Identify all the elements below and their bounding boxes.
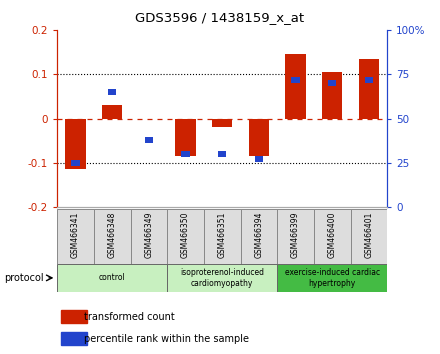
- Bar: [212, 119, 232, 127]
- Bar: [131, 209, 167, 264]
- Bar: [57, 209, 94, 264]
- Bar: [108, 89, 117, 95]
- Text: GDS3596 / 1438159_x_at: GDS3596 / 1438159_x_at: [136, 11, 304, 24]
- Bar: [351, 209, 387, 264]
- Bar: [181, 151, 190, 157]
- Bar: [291, 77, 300, 82]
- Bar: [314, 209, 351, 264]
- Text: GSM466341: GSM466341: [71, 212, 80, 258]
- Bar: [176, 119, 196, 156]
- Bar: [66, 119, 86, 170]
- Bar: [286, 55, 306, 119]
- Text: GSM466348: GSM466348: [108, 212, 117, 258]
- Bar: [102, 105, 122, 119]
- Bar: [167, 209, 204, 264]
- Text: control: control: [99, 273, 125, 282]
- Bar: [277, 264, 387, 292]
- Bar: [249, 119, 269, 156]
- Bar: [365, 77, 373, 82]
- Text: GSM466350: GSM466350: [181, 212, 190, 258]
- Text: GSM466394: GSM466394: [254, 212, 264, 258]
- Bar: [94, 209, 131, 264]
- Text: GSM466349: GSM466349: [144, 212, 154, 258]
- Text: GSM466401: GSM466401: [364, 212, 374, 258]
- Text: isoproterenol-induced
cardiomyopathy: isoproterenol-induced cardiomyopathy: [180, 268, 264, 288]
- Text: GSM466399: GSM466399: [291, 212, 300, 258]
- Text: GSM466351: GSM466351: [218, 212, 227, 258]
- Bar: [322, 72, 342, 119]
- Text: percentile rank within the sample: percentile rank within the sample: [84, 335, 249, 344]
- Text: transformed count: transformed count: [84, 312, 174, 322]
- Bar: [241, 209, 277, 264]
- Text: GSM466400: GSM466400: [328, 212, 337, 258]
- Bar: [61, 332, 87, 345]
- Bar: [255, 156, 263, 162]
- Bar: [277, 209, 314, 264]
- Bar: [204, 209, 241, 264]
- Bar: [218, 151, 227, 157]
- Bar: [61, 310, 87, 323]
- Bar: [359, 59, 379, 119]
- Bar: [145, 137, 153, 143]
- Bar: [57, 264, 167, 292]
- Bar: [71, 160, 80, 166]
- Bar: [328, 80, 337, 86]
- Bar: [167, 264, 277, 292]
- Text: protocol: protocol: [4, 273, 44, 283]
- Text: exercise-induced cardiac
hypertrophy: exercise-induced cardiac hypertrophy: [285, 268, 380, 288]
